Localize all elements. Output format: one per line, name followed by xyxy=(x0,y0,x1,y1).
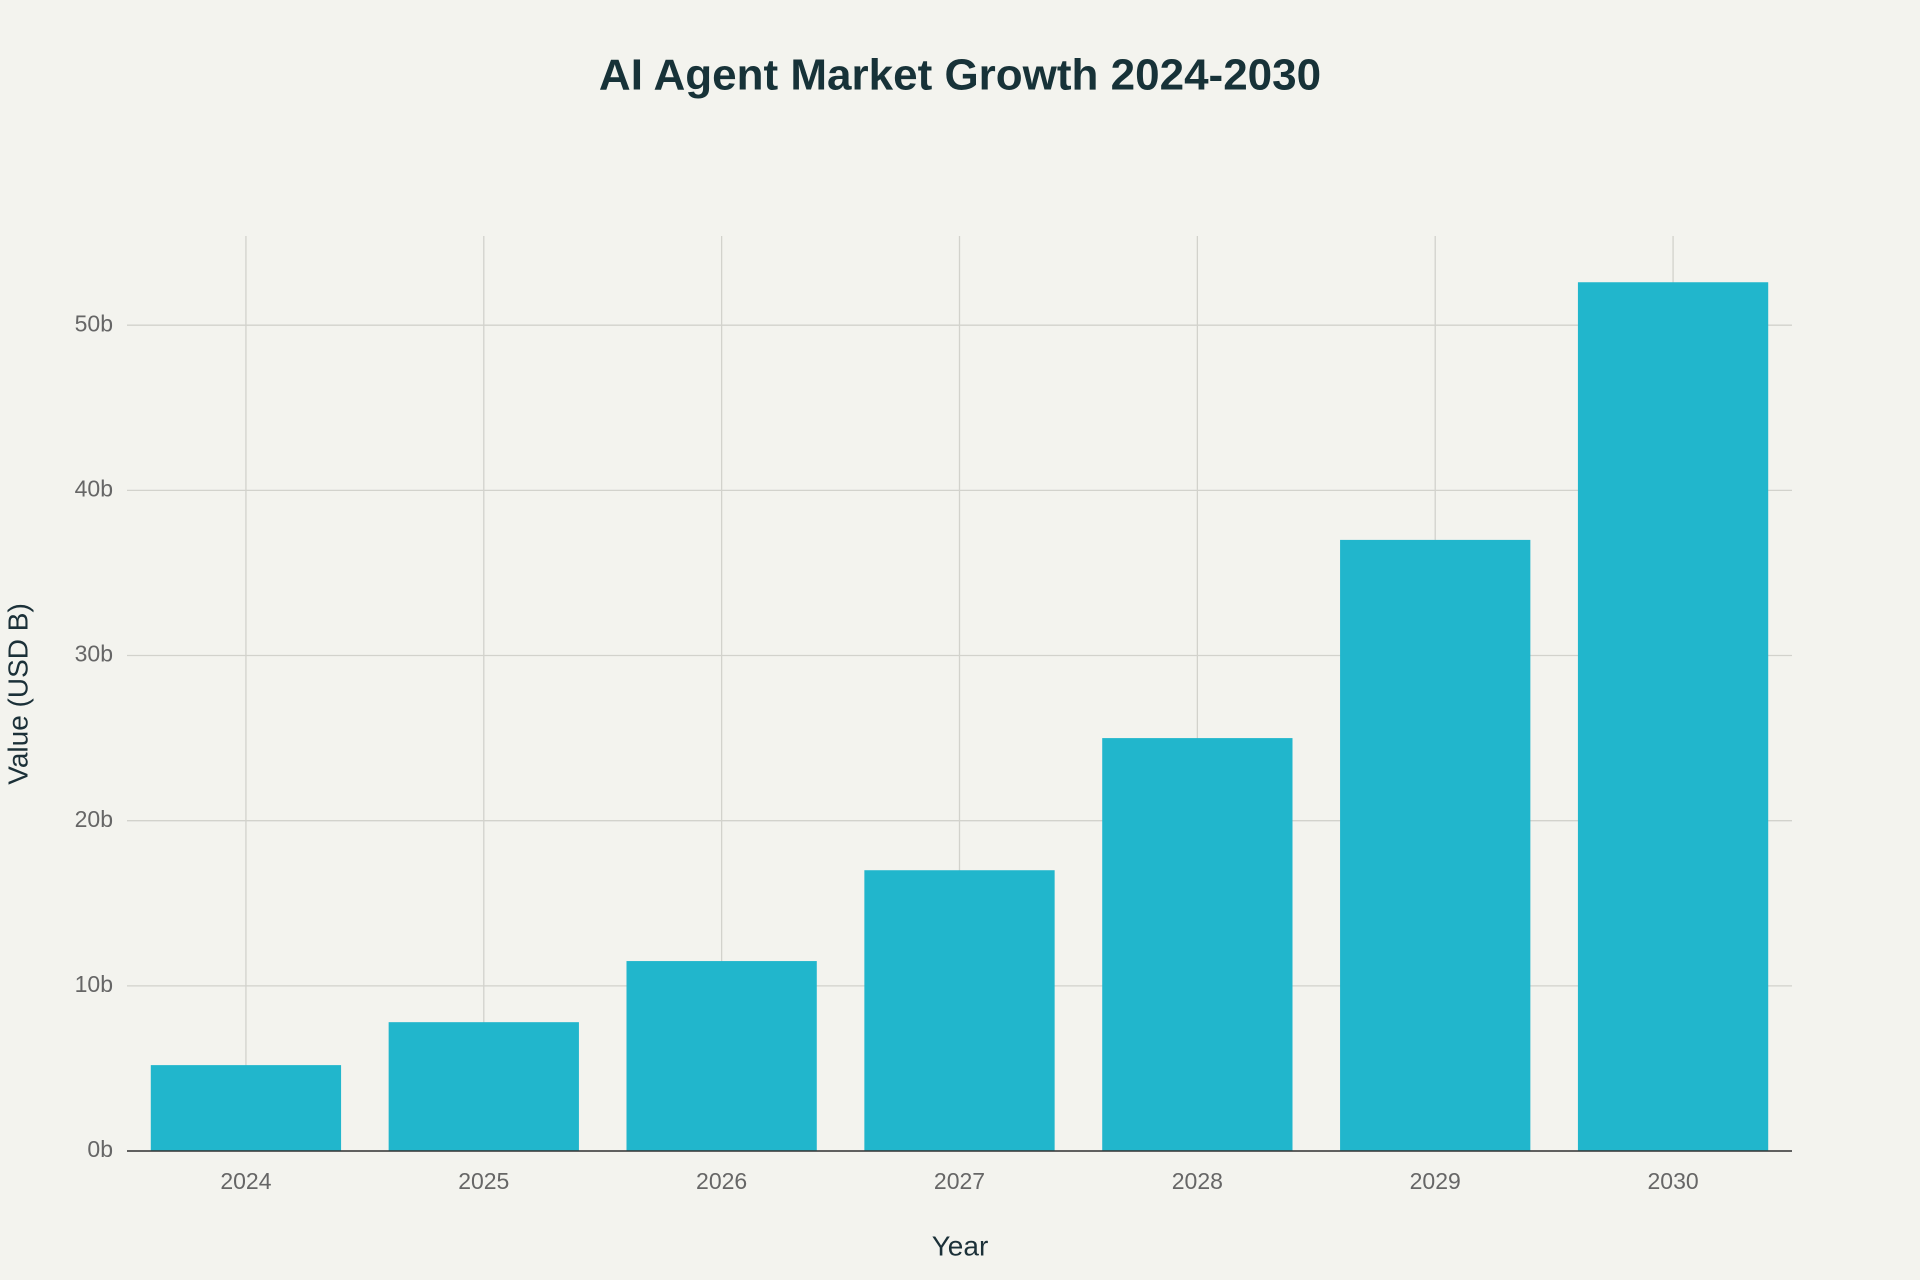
bar xyxy=(1577,282,1769,1151)
x-axis-title: Year xyxy=(932,1230,989,1261)
x-tick-label: 2029 xyxy=(1410,1168,1461,1194)
bar xyxy=(388,1022,579,1151)
x-tick-label: 2026 xyxy=(696,1168,747,1194)
x-tick-label: 2027 xyxy=(934,1168,985,1194)
x-tick-label: 2030 xyxy=(1647,1168,1698,1194)
y-tick-label: 50b xyxy=(75,310,113,336)
bar xyxy=(864,870,1055,1151)
y-tick-label: 20b xyxy=(75,806,113,832)
bar xyxy=(1102,738,1293,1151)
chart-title: AI Agent Market Growth 2024-2030 xyxy=(599,51,1321,100)
bar xyxy=(1340,539,1531,1151)
x-tick-label: 2028 xyxy=(1172,1168,1223,1194)
y-axis-title: Value (USD B) xyxy=(2,603,33,785)
bar xyxy=(150,1065,342,1151)
y-tick-label: 30b xyxy=(75,641,113,667)
x-tick-label: 2024 xyxy=(220,1168,271,1194)
x-tick-label: 2025 xyxy=(458,1168,509,1194)
y-tick-label: 0b xyxy=(87,1136,113,1162)
bar xyxy=(626,961,817,1151)
y-tick-label: 10b xyxy=(75,971,113,997)
y-tick-label: 40b xyxy=(75,475,113,501)
